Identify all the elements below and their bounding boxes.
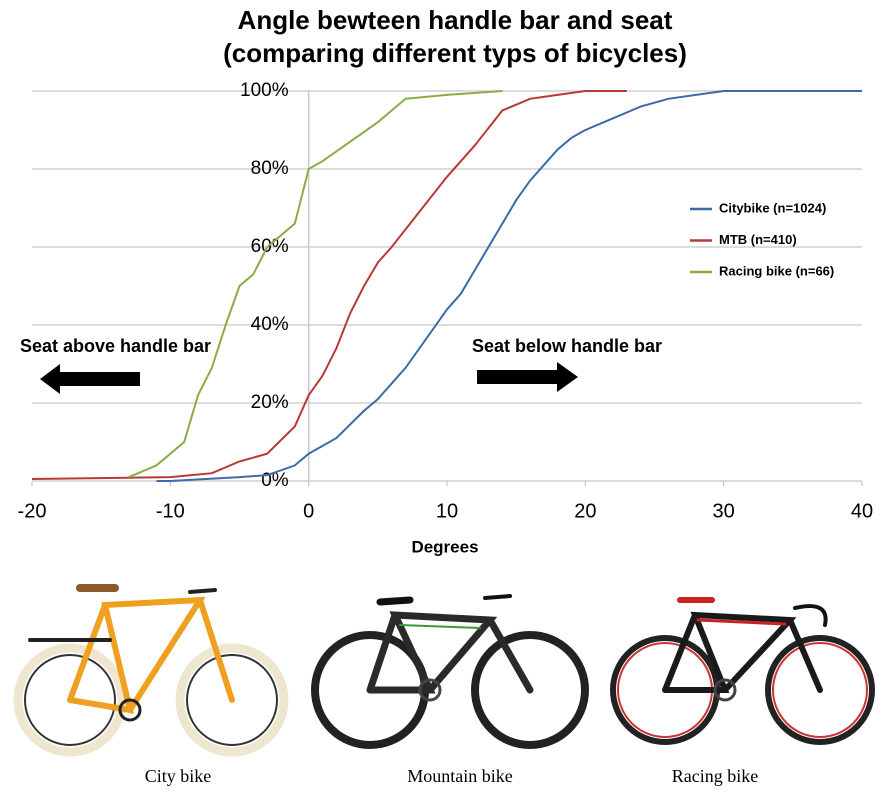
x-axis-label: Degrees	[411, 537, 478, 556]
chart-subtitle: (comparing different typs of bicycles)	[223, 38, 687, 68]
racing-bike-photo	[610, 597, 875, 745]
series-line	[156, 90, 862, 482]
arrow-right	[477, 362, 578, 392]
city-bike-photo	[13, 584, 289, 757]
x-tick-label: 40	[851, 500, 873, 522]
legend-label: Racing bike (n=66)	[719, 263, 834, 278]
y-tick-label: 80%	[251, 158, 289, 179]
photo-caption: Mountain bike	[407, 766, 513, 786]
annotation: Seat below handle bar	[472, 336, 662, 356]
x-tick-label: 20	[574, 500, 596, 522]
y-tick-label: 100%	[240, 80, 289, 101]
annotation: Seat above handle bar	[20, 336, 211, 356]
legend-label: MTB (n=410)	[719, 232, 797, 247]
mountain-bike-photo	[311, 594, 589, 749]
x-tick-label: 30	[713, 500, 735, 522]
chart-title: Angle bewteen handle bar and seat	[238, 5, 673, 35]
x-tick-label: -20	[18, 500, 47, 522]
y-tick-label: 40%	[251, 314, 289, 335]
series-line	[128, 90, 503, 479]
series-line	[31, 90, 627, 481]
x-tick-label: 10	[436, 500, 458, 522]
legend-label: Citybike (n=1024)	[719, 200, 826, 215]
y-tick-label: 20%	[251, 392, 289, 413]
x-tick-label: 0	[303, 500, 314, 522]
x-tick-label: -10	[156, 500, 185, 522]
photo-caption: Racing bike	[672, 766, 758, 786]
y-tick-label: 60%	[251, 236, 289, 257]
photo-caption: City bike	[145, 766, 212, 786]
arrow-left	[40, 364, 140, 394]
